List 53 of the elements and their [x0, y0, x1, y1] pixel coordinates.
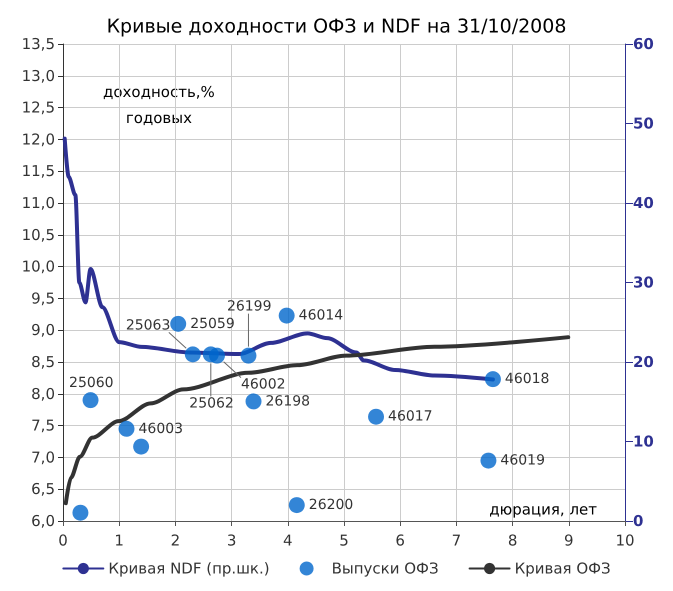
x-tick-label: 1 — [114, 532, 124, 550]
x-tick-label: 8 — [508, 532, 518, 550]
y-tick-label: 7,5 — [31, 416, 55, 435]
x-tick-label: 6 — [395, 532, 405, 550]
annotation: 25062 — [189, 395, 234, 412]
y-tick-label: 13,5 — [22, 35, 55, 53]
y-tick-label: 7,0 — [31, 448, 55, 466]
legend-label: Выпуски ОФЗ — [332, 560, 439, 578]
y-tick-label: 11,0 — [22, 194, 55, 212]
x-axis-title: дюрация, лет — [489, 500, 598, 518]
x-tick-label: 0 — [58, 532, 68, 550]
x-tick-label: 2 — [170, 532, 180, 550]
annotation: 25059 — [190, 316, 235, 332]
y-tick-label: 8,0 — [31, 384, 55, 403]
y-axis-title: доходность,% годовых — [102, 83, 215, 127]
y2-tick-label: 50 — [633, 114, 654, 132]
chart-title: Кривые доходности ОФЗ и NDF на 31/10/2008 — [106, 16, 566, 38]
y2-tick-label: 60 — [633, 35, 654, 53]
annotation: 25063 — [126, 317, 170, 334]
annotation: 46014 — [298, 308, 344, 324]
y-tick-label: 10,5 — [22, 226, 55, 244]
y-tick-label: 12,5 — [22, 98, 55, 117]
y2-tick-label: 10 — [633, 432, 654, 450]
y2-tick-label: 0 — [633, 512, 644, 530]
y-tick-label: 8,5 — [31, 353, 55, 371]
y-tick-label: 11,5 — [22, 162, 55, 180]
annotation: 46002 — [240, 376, 286, 393]
annotation: 46003 — [138, 420, 184, 437]
y2-tick-label: 20 — [633, 353, 654, 371]
x-tick-label: 9 — [564, 532, 574, 550]
annotation: 26200 — [308, 497, 354, 514]
y-tick-label: 12,0 — [22, 130, 55, 148]
x-tick-label: 5 — [339, 532, 349, 550]
x-tick-label: 7 — [452, 532, 462, 550]
x-tick-label: 10 — [615, 532, 635, 550]
y2-tick-label: 30 — [633, 274, 654, 292]
y-tick-label: 9,5 — [31, 289, 55, 308]
annotation: 46018 — [504, 371, 550, 388]
y-tick-label: 6,0 — [31, 512, 55, 530]
legend-label: Кривая ОФЗ — [514, 560, 611, 578]
y-tick-label: 6,5 — [31, 480, 55, 498]
y-tick-label: 13,0 — [22, 66, 55, 85]
y2-tick-label: 40 — [633, 194, 654, 212]
x-tick-label: 4 — [283, 532, 293, 550]
annotation: 26199 — [226, 298, 272, 315]
y-tick-label: 9,0 — [31, 321, 55, 340]
y-tick-label: 10,0 — [22, 258, 55, 276]
x-tick-label: 3 — [226, 532, 236, 550]
annotation: 46017 — [388, 408, 433, 425]
annotation: 25060 — [69, 375, 114, 392]
legend-label: Кривая NDF (пр.шк.) — [108, 560, 270, 578]
annotation: 46019 — [500, 452, 545, 469]
annotation: 26198 — [266, 393, 310, 410]
